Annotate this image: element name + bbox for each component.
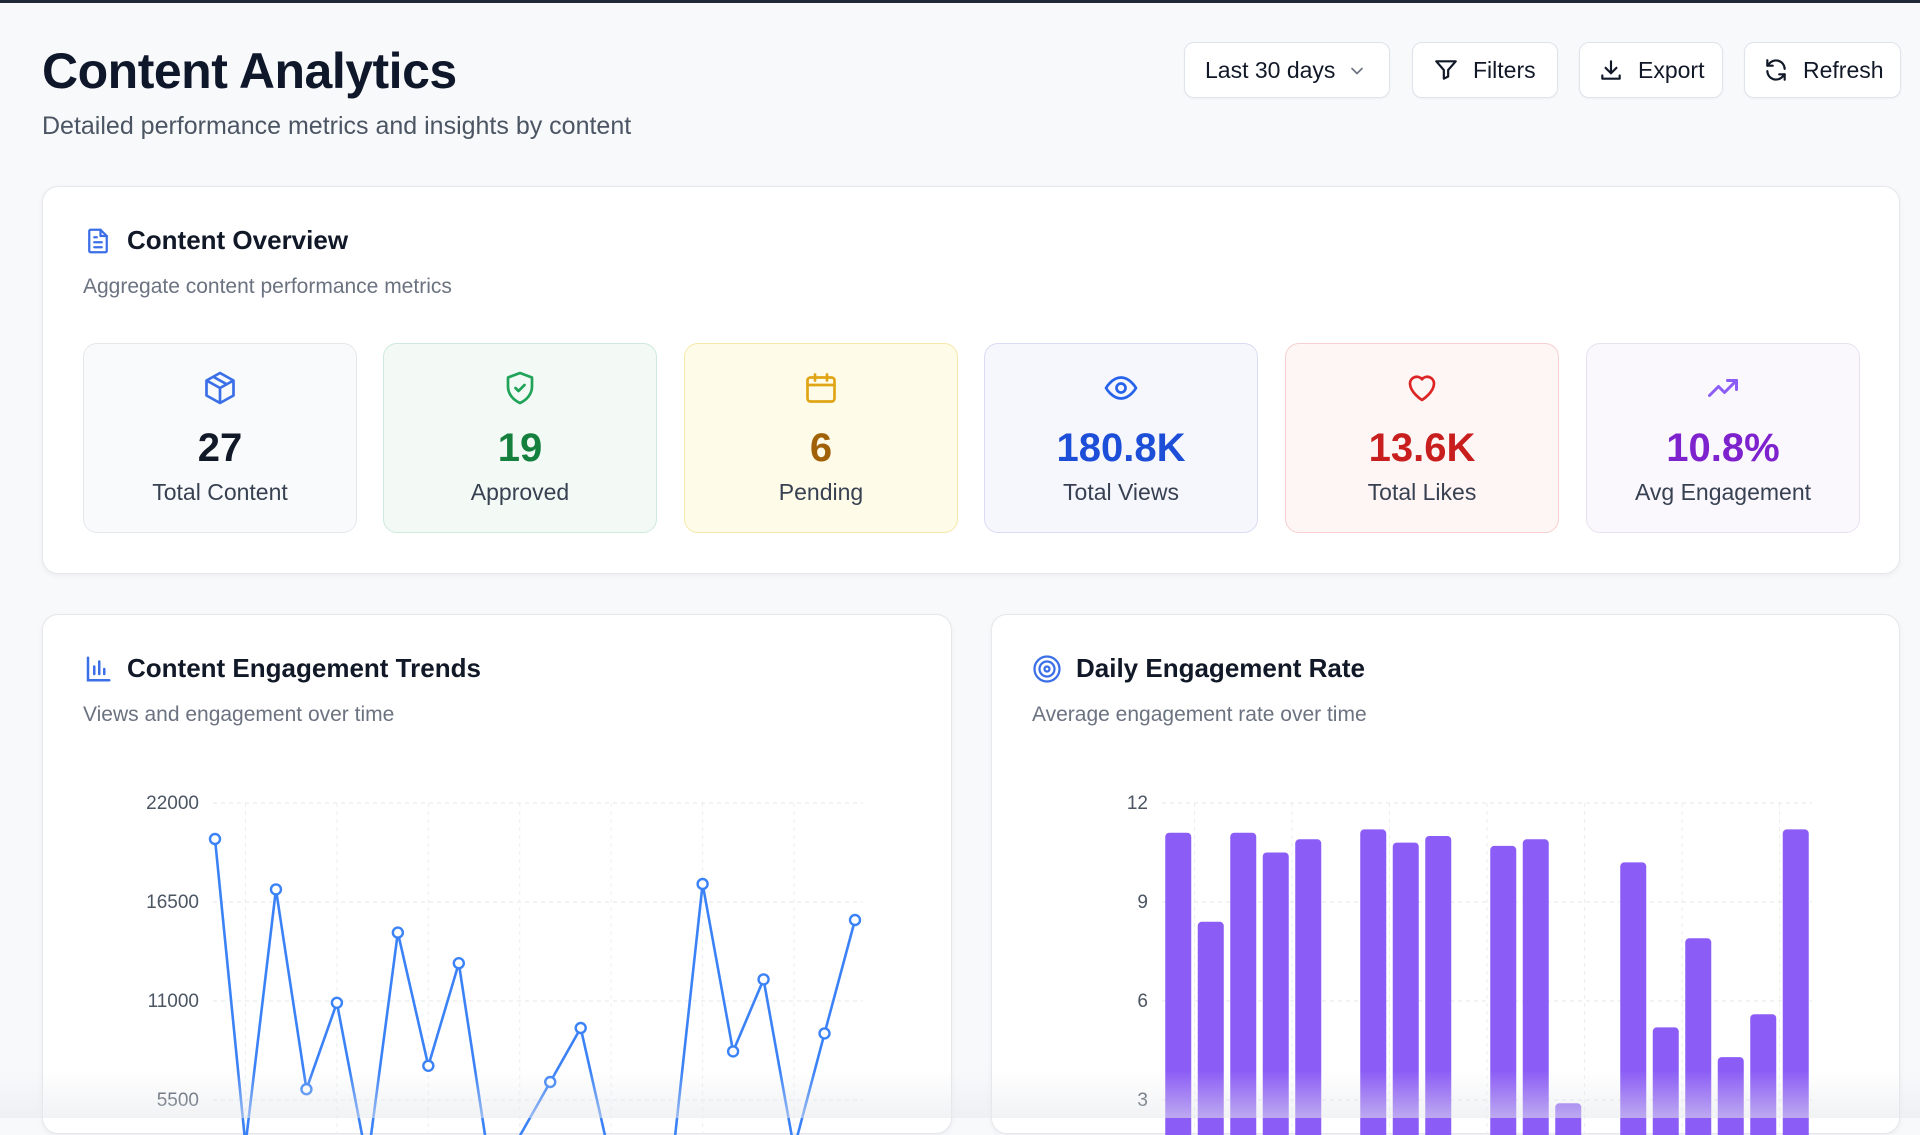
data-point [759,974,769,984]
stat-avg-engagement: 10.8% Avg Engagement [1586,343,1860,533]
window-top-border [0,0,1920,3]
trending-up-icon [1705,370,1741,406]
filters-label: Filters [1473,57,1536,84]
data-point [301,1084,311,1094]
stat-total-views: 180.8K Total Views [984,343,1258,533]
content-overview-description: Aggregate content performance metrics [83,275,452,299]
box-icon [202,370,238,406]
bar [1555,1103,1581,1135]
bar [1263,853,1289,1135]
bar [1685,938,1711,1135]
bar [1360,829,1386,1135]
bar [1718,1057,1744,1135]
data-point [423,1061,433,1071]
data-point [271,884,281,894]
daily-engagement-card: Daily Engagement Rate Average engagement… [991,614,1900,1134]
y-tick-label: 22000 [146,793,199,814]
bar [1783,829,1809,1135]
stat-total-likes: 13.6K Total Likes [1285,343,1559,533]
bar [1523,839,1549,1135]
stat-value: 6 [685,426,957,471]
stat-label: Avg Engagement [1587,479,1859,506]
data-point [728,1046,738,1056]
data-point [698,879,708,889]
stat-label: Total Views [985,479,1257,506]
data-point [332,998,342,1008]
content-overview-title: Content Overview [127,225,348,256]
heart-icon [1404,370,1440,406]
page-subtitle: Detailed performance metrics and insight… [42,112,631,141]
stat-value: 13.6K [1286,426,1558,471]
refresh-label: Refresh [1803,57,1884,84]
eye-icon [1103,370,1139,406]
date-range-select[interactable]: Last 30 days [1184,42,1390,98]
y-tick-label: 9 [1137,892,1148,913]
content-overview-header: Content Overview [83,225,348,256]
stat-value: 10.8% [1587,426,1859,471]
data-point [210,834,220,844]
stat-value: 180.8K [985,426,1257,471]
data-point [454,958,464,968]
engagement-trends-line-chart: 22000 16500 11000 5500 [43,615,953,1135]
download-icon [1598,57,1624,83]
bar [1165,833,1191,1135]
y-tick-label: 12 [1127,793,1148,814]
bar [1490,846,1516,1135]
document-icon [83,226,113,256]
content-overview-card: Content Overview Aggregate content perfo… [42,186,1900,574]
bar [1750,1014,1776,1135]
bar [1393,843,1419,1135]
stat-total-content: 27 Total Content [83,343,357,533]
export-label: Export [1638,57,1704,84]
data-point [545,1077,555,1087]
stat-pending: 6 Pending [684,343,958,533]
stat-label: Total Content [84,479,356,506]
daily-engagement-bar-chart: 12 9 6 3 [992,615,1901,1135]
calendar-icon [803,370,839,406]
data-point [820,1028,830,1038]
stat-approved: 19 Approved [383,343,657,533]
export-button[interactable]: Export [1579,42,1723,98]
stat-label: Approved [384,479,656,506]
y-tick-label: 6 [1137,991,1148,1012]
stat-label: Pending [685,479,957,506]
bar [1198,922,1224,1135]
stat-value: 27 [84,426,356,471]
filters-button[interactable]: Filters [1412,42,1558,98]
data-point [393,928,403,938]
engagement-trends-card: Content Engagement Trends Views and enga… [42,614,952,1134]
chevron-down-icon [1347,61,1367,81]
y-tick-label: 3 [1137,1090,1148,1111]
bar [1295,839,1321,1135]
data-point [576,1023,586,1033]
refresh-icon [1763,57,1789,83]
bar [1620,862,1646,1135]
bar [1653,1027,1679,1135]
y-tick-label: 5500 [157,1090,199,1111]
filter-icon [1433,57,1459,83]
stat-value: 19 [384,426,656,471]
shield-check-icon [502,370,538,406]
y-tick-label: 16500 [146,892,199,913]
refresh-button[interactable]: Refresh [1744,42,1901,98]
date-range-value: Last 30 days [1205,57,1345,84]
bar [1425,836,1451,1135]
y-tick-label: 11000 [148,991,199,1012]
stat-label: Total Likes [1286,479,1558,506]
bar [1230,833,1256,1135]
page-title: Content Analytics [42,42,457,100]
data-point [850,915,860,925]
